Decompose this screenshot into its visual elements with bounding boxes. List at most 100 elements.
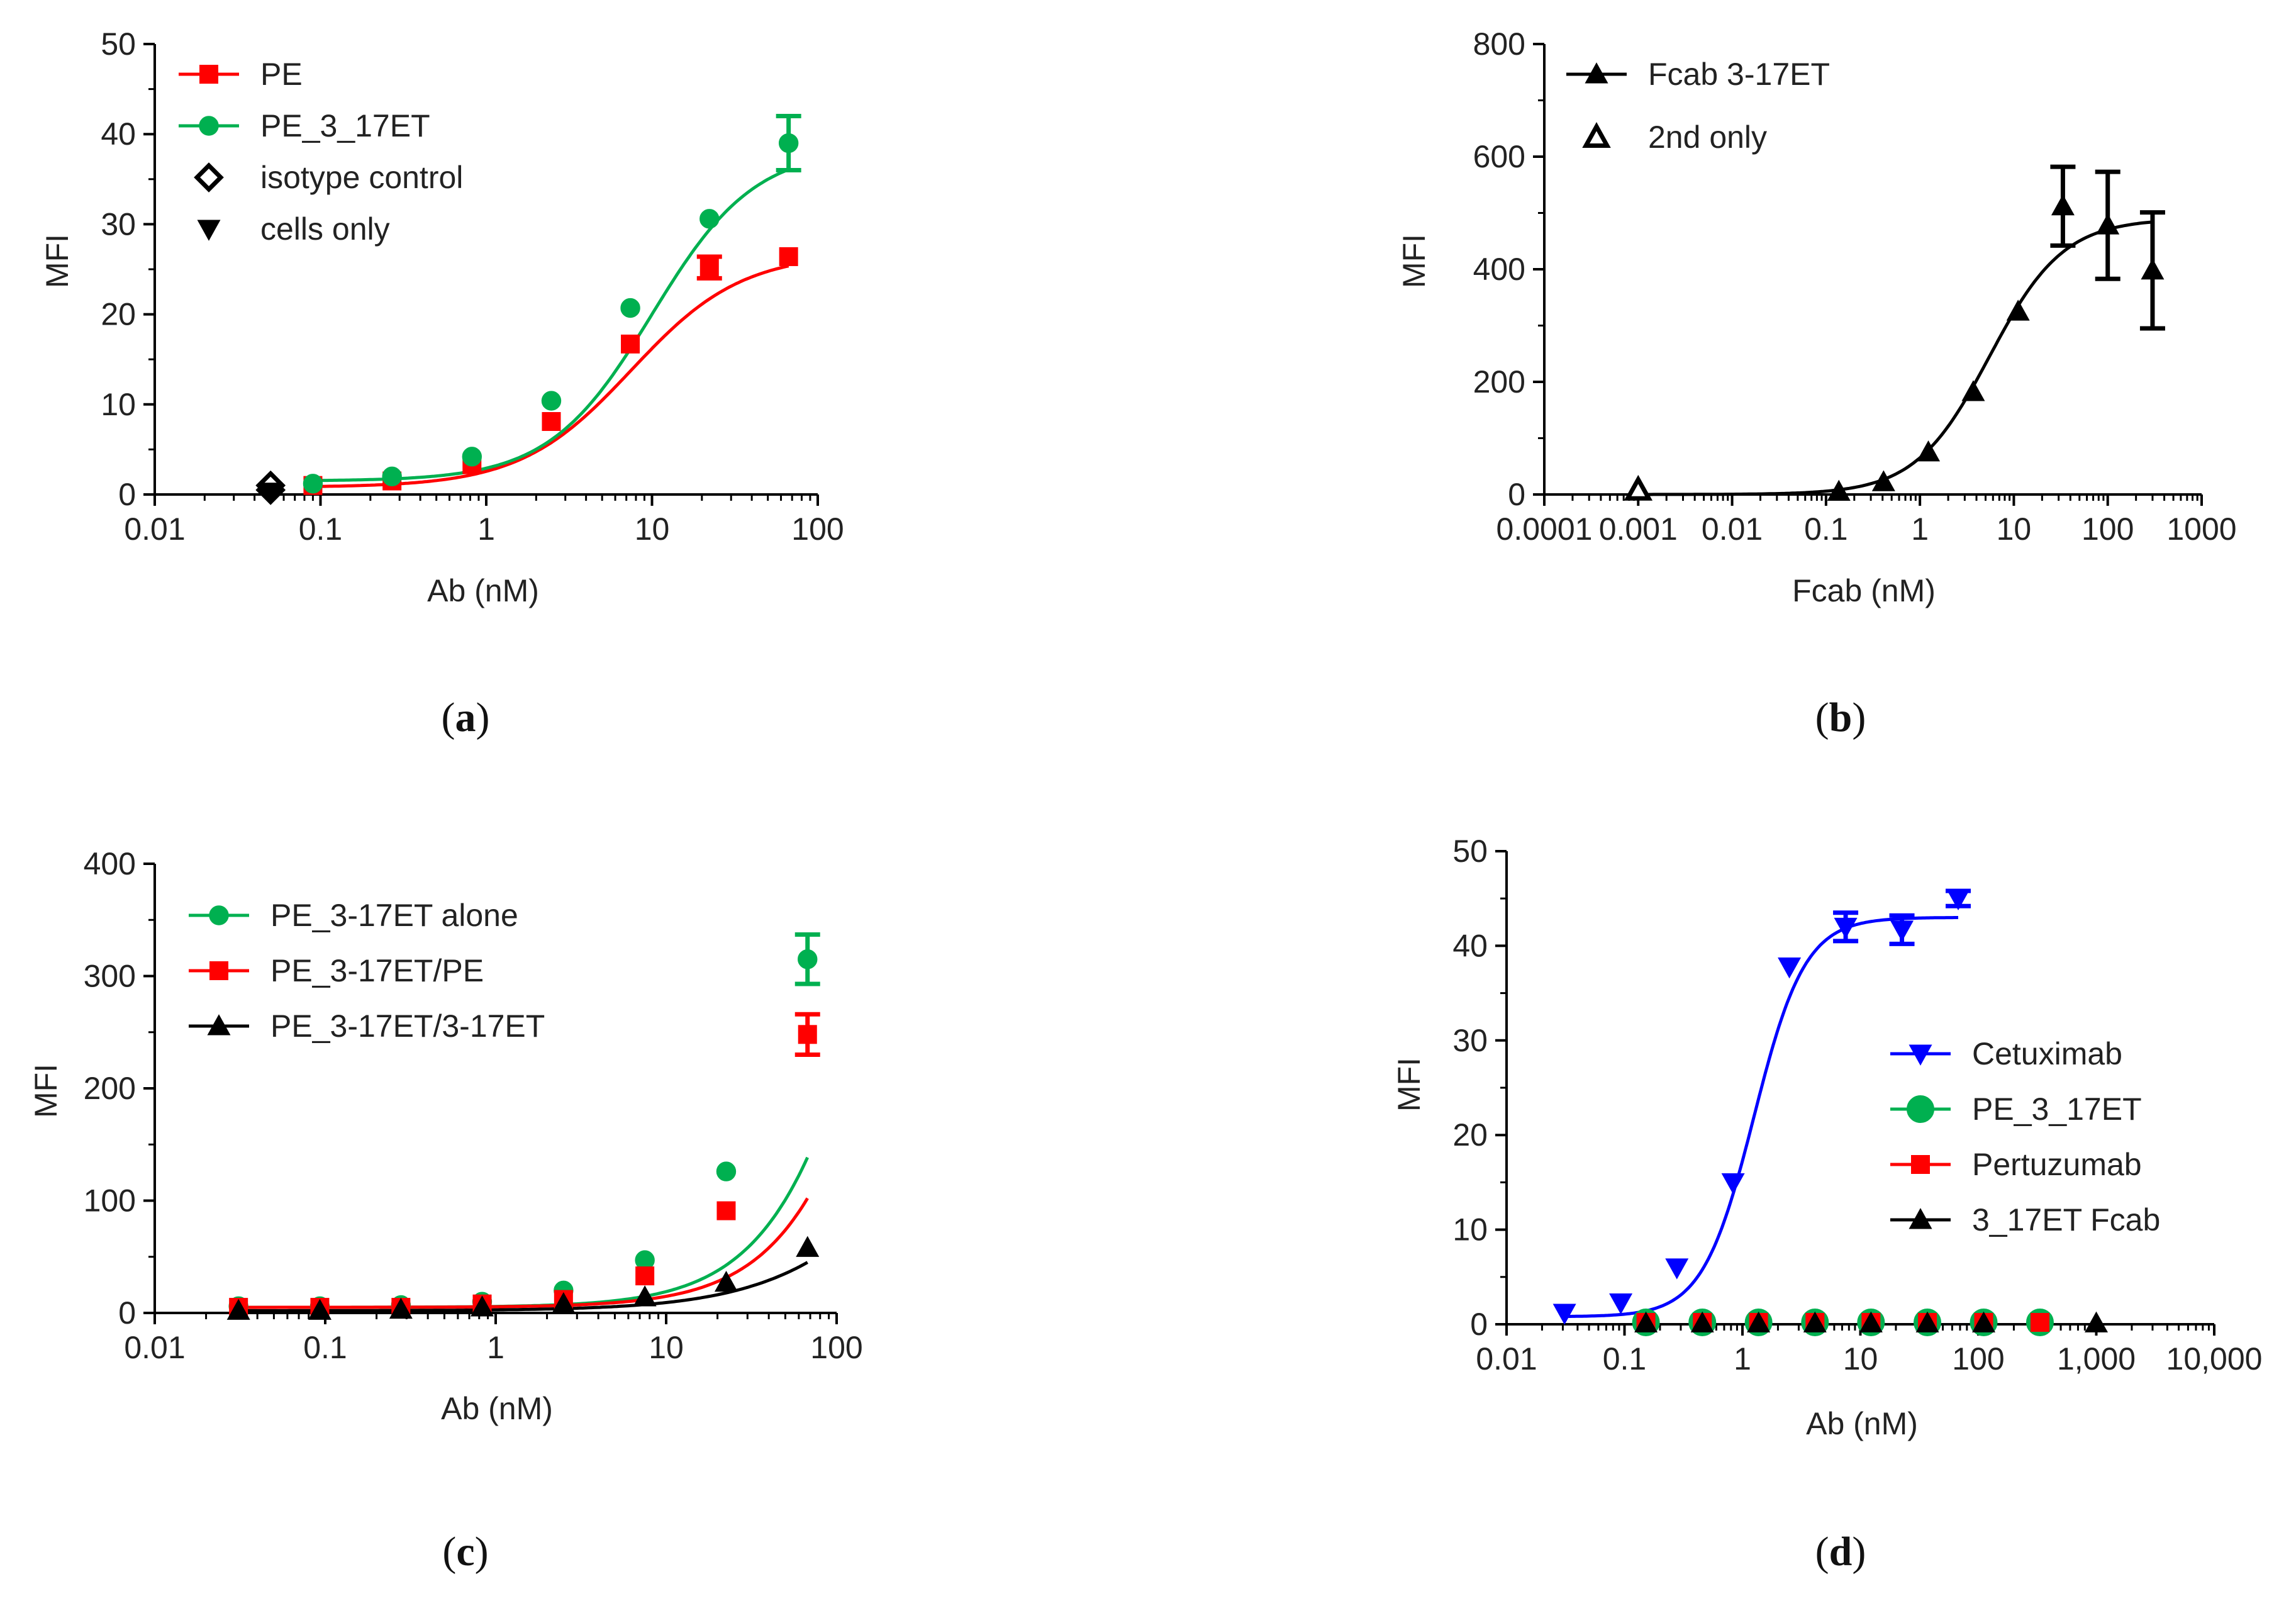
data-point <box>2030 1312 2049 1332</box>
data-point <box>714 1270 738 1292</box>
data-point <box>798 949 818 969</box>
data-point <box>1665 1258 1689 1280</box>
panel-caption-d: (d) <box>1815 1529 1866 1575</box>
y-tick-label: 30 <box>1452 1023 1488 1058</box>
data-point <box>541 391 562 411</box>
y-tick-label: 50 <box>101 26 136 62</box>
x-tick-label: 100 <box>791 511 844 547</box>
data-point <box>382 466 402 487</box>
data-point <box>470 1295 494 1317</box>
data-point <box>303 474 323 494</box>
y-tick-label: 400 <box>1473 252 1525 287</box>
legend-label: PE_3-17ET/3-17ET <box>270 1008 545 1044</box>
x-tick-label: 100 <box>2081 511 2134 547</box>
legend-label: Fcab 3-17ET <box>1648 57 1830 92</box>
y-tick-label: 40 <box>101 116 136 152</box>
x-tick-label: 10,000 <box>2166 1341 2263 1376</box>
x-axis-title: Fcab (nM) <box>1792 573 1936 608</box>
series-fit-line <box>1638 220 2153 496</box>
legend-marker <box>194 162 224 193</box>
data-point <box>778 133 799 154</box>
series-fit-line <box>313 264 789 488</box>
x-tick-label: 0.001 <box>1599 511 1678 547</box>
data-point <box>635 1266 655 1286</box>
x-tick-label: 0.01 <box>124 511 185 547</box>
data-point <box>779 247 798 266</box>
y-axis-title: MFI <box>1391 1058 1427 1112</box>
data-point <box>2085 1311 2108 1332</box>
y-tick-label: 30 <box>101 206 136 242</box>
data-point <box>716 1201 736 1220</box>
y-tick-label: 100 <box>84 1183 136 1219</box>
data-point <box>1634 1311 1658 1332</box>
legend-marker <box>1911 1155 1930 1174</box>
legend-label: PE <box>260 57 303 92</box>
y-tick-label: 600 <box>1473 139 1525 174</box>
data-point <box>542 412 561 432</box>
legend-label: 3_17ET Fcab <box>1972 1202 2160 1237</box>
data-point <box>1961 380 1985 401</box>
x-tick-label: 10 <box>649 1330 684 1365</box>
data-point <box>1624 474 1653 501</box>
y-tick-label: 20 <box>1452 1117 1488 1153</box>
legend-label: Cetuximab <box>1972 1036 2122 1071</box>
y-tick-label: 20 <box>101 297 136 332</box>
data-point <box>798 1025 817 1044</box>
y-tick-label: 200 <box>84 1071 136 1106</box>
y-tick-label: 800 <box>1473 26 1525 62</box>
legend-label: isotype control <box>260 160 463 195</box>
data-point <box>1871 470 1895 491</box>
data-point <box>621 334 640 354</box>
x-tick-label: 0.1 <box>299 511 343 547</box>
panel-caption-b: (b) <box>1815 695 1866 740</box>
data-point <box>1609 1293 1633 1315</box>
data-point <box>1747 1311 1771 1332</box>
chart-panel-c: Ab (nM) MFI (c) 0.01 0.1 1 10 100 0 100 200 300 4… <box>28 846 863 1575</box>
x-tick-label: 1000 <box>2166 511 2236 547</box>
y-tick-label: 0 <box>1470 1307 1488 1342</box>
legend-marker <box>209 961 228 980</box>
panel-caption-a: (a) <box>442 695 490 740</box>
data-point <box>1721 1173 1745 1195</box>
x-tick-label: 10 <box>1843 1341 1878 1376</box>
data-point <box>620 298 640 318</box>
legend-marker <box>1907 1095 1934 1123</box>
chart-panel-d: Ab (nM) MFI (d) 0.01 0.1 1 10 100 1,000 10,000… <box>1391 834 2262 1575</box>
x-tick-label: 10 <box>1997 511 2032 547</box>
x-tick-label: 0.1 <box>303 1330 347 1365</box>
legend-label: cells only <box>260 211 390 247</box>
legend-marker <box>1909 1208 1932 1229</box>
x-tick-label: 1 <box>477 511 495 547</box>
legend-marker <box>1582 121 1611 148</box>
x-tick-label: 1 <box>1911 511 1929 547</box>
data-point <box>1859 1311 1883 1332</box>
data-point <box>716 1161 737 1181</box>
legend-marker <box>1909 1044 1932 1066</box>
data-point <box>633 1285 657 1307</box>
x-tick-label: 1 <box>487 1330 504 1365</box>
data-point <box>552 1292 576 1314</box>
x-tick-label: 10 <box>635 511 670 547</box>
x-axis-title: Ab (nM) <box>441 1391 553 1426</box>
x-tick-label: 1,000 <box>2057 1341 2136 1376</box>
legend-label: Pertuzumab <box>1972 1147 2142 1182</box>
x-tick-label: 0.0001 <box>1496 511 1593 547</box>
data-point <box>1827 479 1851 501</box>
y-axis-title: MFI <box>1396 234 1432 288</box>
data-point <box>1778 958 1802 979</box>
data-point <box>1834 917 1858 939</box>
legend-label: PE_3_17ET <box>1972 1092 2142 1127</box>
data-point <box>1690 1311 1714 1332</box>
x-tick-label: 0.01 <box>1702 511 1763 547</box>
x-tick-label: 0.1 <box>1804 511 1848 547</box>
x-tick-label: 1 <box>1734 1341 1751 1376</box>
data-point <box>2096 213 2120 235</box>
legend-label: 2nd only <box>1648 120 1767 155</box>
y-axis-title: MFI <box>28 1064 64 1118</box>
data-point <box>699 209 720 229</box>
legend-marker <box>199 116 219 136</box>
y-tick-label: 0 <box>118 1295 136 1331</box>
data-point <box>2141 258 2165 280</box>
data-point <box>308 1298 332 1320</box>
y-tick-label: 10 <box>1452 1212 1488 1248</box>
